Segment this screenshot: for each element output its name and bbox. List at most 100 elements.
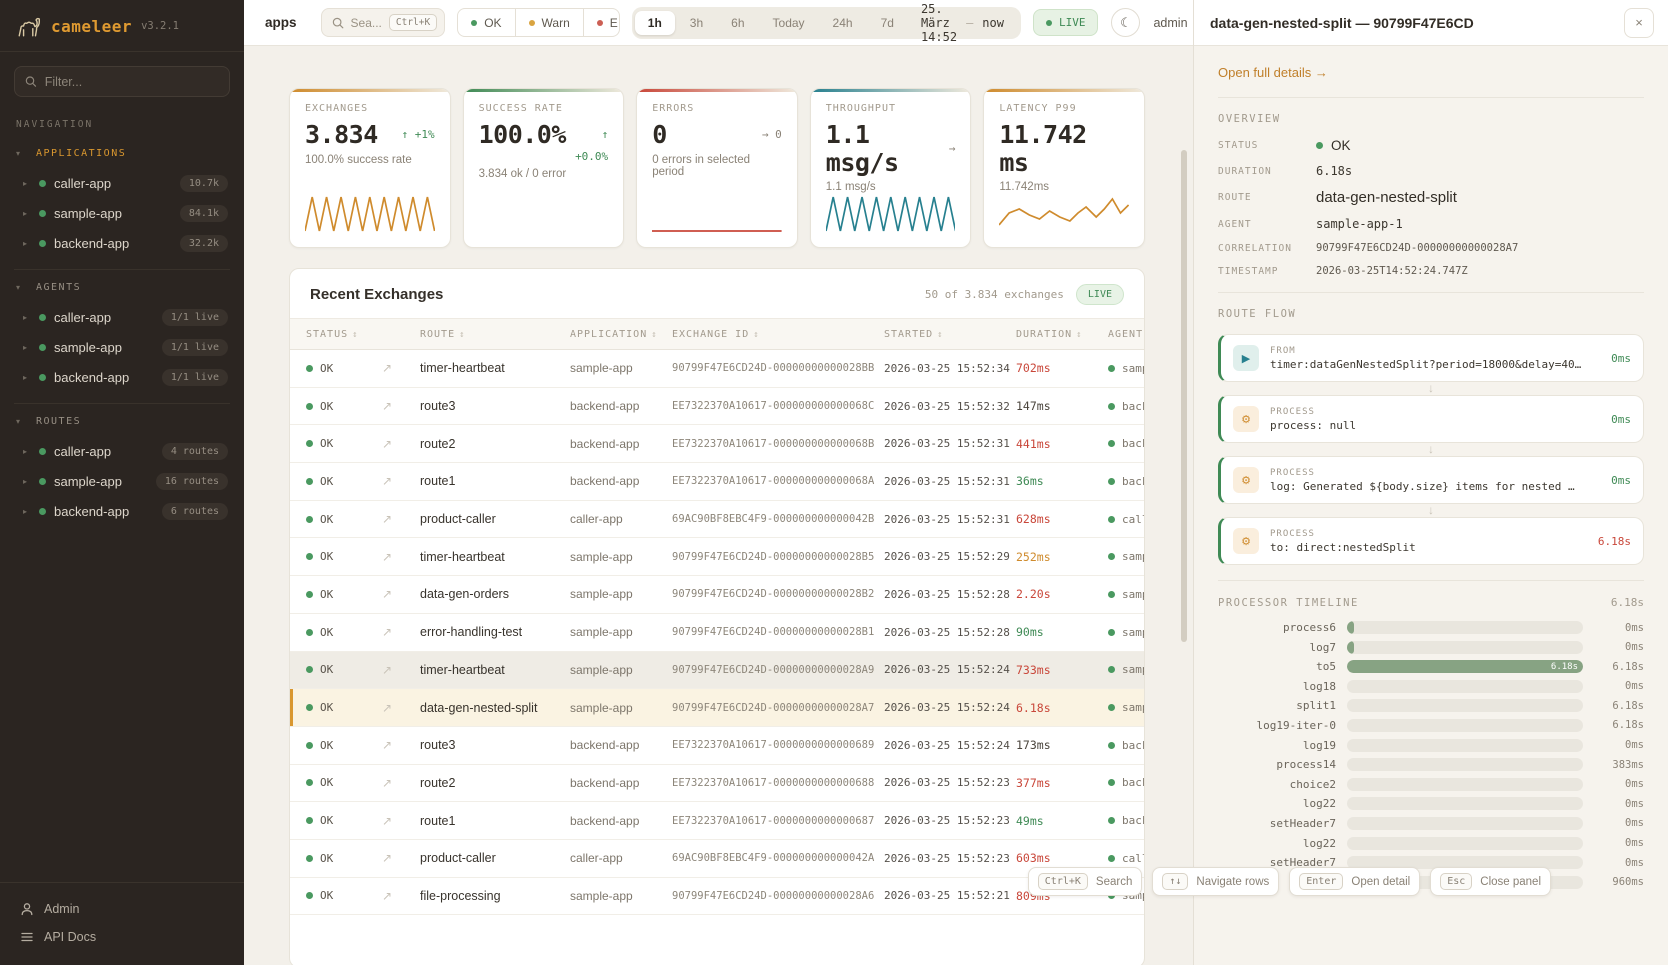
column-header-agent[interactable]: AGENT↕: [1108, 328, 1144, 340]
open-row-icon[interactable]: ↗: [382, 851, 393, 866]
flow-step[interactable]: ⚙ PROCESS to: direct:nestedSplit 6.18s: [1218, 517, 1644, 565]
kpi-subtext: 100.0% success rate: [305, 153, 412, 166]
status-filter-warn[interactable]: Warn: [515, 8, 584, 37]
sidebar-item-api-docs[interactable]: API Docs: [20, 923, 224, 951]
open-row-icon[interactable]: ↗: [382, 587, 393, 602]
sidebar-item-sample-app[interactable]: ▸ sample-app 16 routes: [14, 467, 230, 496]
column-header-status[interactable]: STATUS ↕: [306, 328, 359, 340]
keyboard-shortcuts-bar: Ctrl+K Search ↑↓ Navigate rows Enter Open det…: [1027, 867, 1551, 896]
open-row-icon[interactable]: ↗: [382, 775, 393, 790]
sidebar-item-admin[interactable]: Admin: [20, 895, 224, 923]
sidebar-item-sample-app[interactable]: ▸ sample-app 1/1 live: [14, 333, 230, 362]
open-row-icon[interactable]: ↗: [382, 625, 393, 640]
table-row[interactable]: OK ↗ route3 backend-app EE7322370A10617-0000…: [290, 727, 1144, 765]
application-cell: sample-app: [570, 549, 633, 564]
ok-dot: [306, 364, 313, 372]
table-row[interactable]: OK ↗ timer-heartbeat sample-app 90799F47E6CD…: [290, 538, 1144, 577]
range-button-1h[interactable]: 1h: [634, 10, 675, 35]
status-cell: OK: [306, 588, 382, 601]
timeline-track: [1347, 777, 1583, 791]
table-row[interactable]: OK ↗ file-processing sample-app 90799F47E6CD…: [290, 878, 1144, 916]
status-filter-e[interactable]: E: [583, 8, 620, 37]
flow-step[interactable]: ▶ FROM timer:dataGenNestedSplit?period=180…: [1218, 334, 1644, 382]
table-row[interactable]: OK ↗ product-caller caller-app 69AC90BF8EBC4…: [290, 840, 1144, 878]
status-cell: OK: [306, 362, 382, 375]
timeline-row-log19-iter-0: log19-iter-0 6.18s: [1218, 718, 1644, 732]
live-indicator[interactable]: LIVE: [1032, 9, 1099, 36]
status-dot: [39, 374, 46, 381]
item-label: caller-app: [54, 444, 112, 459]
column-header-started[interactable]: STARTED ↕: [884, 328, 944, 340]
route-cell: route3: [420, 738, 456, 753]
open-row-icon[interactable]: ↗: [382, 474, 393, 489]
flow-step[interactable]: ⚙ PROCESS log: Generated ${body.size} item…: [1218, 456, 1644, 504]
open-row-icon[interactable]: ↗: [382, 888, 393, 903]
sidebar-item-caller-app[interactable]: ▸ caller-app 4 routes: [14, 437, 230, 466]
open-row-icon[interactable]: ↗: [382, 813, 393, 828]
open-row-icon[interactable]: ↗: [382, 549, 393, 564]
processor-duration: 0ms: [1625, 641, 1644, 654]
open-full-details-link[interactable]: Open full details →: [1218, 65, 1328, 80]
table-row[interactable]: OK ↗ route2 backend-app EE7322370A10617-0000…: [290, 425, 1144, 464]
filter-dot: [528, 19, 535, 26]
table-row[interactable]: OK ↗ product-caller caller-app 69AC90BF8EBC4…: [290, 501, 1144, 539]
kpi-label: EXCHANGES: [305, 103, 369, 114]
open-row-icon[interactable]: ↗: [382, 436, 393, 451]
table-row[interactable]: OK ↗ route2 backend-app EE7322370A10617-0000…: [290, 765, 1144, 803]
table-row[interactable]: OK ↗ timer-heartbeat sample-app 90799F47E6CD…: [290, 651, 1144, 690]
overview-value: OK: [1316, 138, 1351, 153]
vertical-scrollbar[interactable]: [1181, 150, 1187, 642]
global-search[interactable]: Sea... Ctrl+K: [320, 8, 446, 37]
sidebar-item-caller-app[interactable]: ▸ caller-app 10.7k: [14, 169, 230, 198]
timeline-track: [1347, 836, 1583, 850]
table-row[interactable]: OK ↗ data-gen-nested-split sample-app 90799F…: [290, 689, 1144, 727]
open-row-icon[interactable]: ↗: [382, 361, 393, 376]
table-row[interactable]: OK ↗ route1 backend-app EE7322370A10617-0000…: [290, 802, 1144, 840]
duration-cell: 377ms: [1016, 775, 1051, 790]
sidebar-item-sample-app[interactable]: ▸ sample-app 84.1k: [14, 199, 230, 228]
range-button-7d[interactable]: 7d: [868, 11, 907, 35]
table-row[interactable]: OK ↗ timer-heartbeat sample-app 90799F47E6CD…: [290, 350, 1144, 388]
table-row[interactable]: OK ↗ error-handling-test sample-app 90799F47…: [290, 614, 1144, 652]
filter-input[interactable]: [44, 74, 219, 89]
range-button-today[interactable]: Today: [760, 11, 818, 35]
table-row[interactable]: OK ↗ data-gen-orders sample-app 90799F47E6CD…: [290, 576, 1144, 614]
search-icon: [25, 76, 37, 87]
date-range[interactable]: 25. März 14:52 — now: [921, 2, 1004, 44]
table-row[interactable]: OK ↗ route1 backend-app EE7322370A10617-0000…: [290, 463, 1144, 501]
section-header-applications[interactable]: ▾ APPLICATIONS: [14, 146, 230, 169]
column-header-duration[interactable]: DURATION ↕: [1016, 328, 1083, 340]
agent-dot: [1108, 628, 1115, 636]
sidebar-item-backend-app[interactable]: ▸ backend-app 32.2k: [14, 229, 230, 258]
close-panel-button[interactable]: ×: [1624, 7, 1654, 38]
kpi-value: 100.0%: [478, 120, 567, 149]
exchange-id-cell: 90799F47E6CD24D-00000000000028B5: [672, 550, 875, 563]
column-header-exchange-id[interactable]: EXCHANGE ID ↕: [672, 328, 760, 340]
overview-value: 2026-03-25T14:52:24.747Z: [1316, 265, 1468, 277]
agent-cell: sample-app-1: [1108, 626, 1144, 639]
sidebar-item-backend-app[interactable]: ▸ backend-app 6 routes: [14, 497, 230, 526]
column-header-route[interactable]: ROUTE ↕: [420, 328, 466, 340]
open-row-icon[interactable]: ↗: [382, 399, 393, 414]
range-button-3h[interactable]: 3h: [677, 11, 716, 35]
range-button-6h[interactable]: 6h: [718, 11, 757, 35]
flow-step[interactable]: ⚙ PROCESS process: null 0ms: [1218, 395, 1644, 443]
range-button-24h[interactable]: 24h: [820, 11, 866, 35]
overview-label: TIMESTAMP: [1218, 265, 1279, 277]
timeline-track: 6.18s: [1347, 660, 1583, 674]
open-row-icon[interactable]: ↗: [382, 738, 393, 753]
status-filter-ok[interactable]: OK: [457, 8, 516, 37]
sidebar-item-caller-app[interactable]: ▸ caller-app 1/1 live: [14, 303, 230, 332]
sidebar-filter[interactable]: [14, 66, 230, 97]
column-header-application[interactable]: APPLICATION ↕: [570, 328, 658, 340]
section-header-routes[interactable]: ▾ ROUTES: [14, 414, 230, 437]
theme-toggle-button[interactable]: ☾: [1111, 8, 1141, 37]
sidebar-item-backend-app[interactable]: ▸ backend-app 1/1 live: [14, 363, 230, 392]
open-row-icon[interactable]: ↗: [382, 662, 393, 677]
open-row-icon[interactable]: ↗: [382, 700, 393, 715]
table-row[interactable]: OK ↗ route3 backend-app EE7322370A10617-0000…: [290, 388, 1144, 426]
agent-cell: caller-app-1: [1108, 852, 1144, 865]
agent-cell: backend-app-1: [1108, 437, 1144, 450]
open-row-icon[interactable]: ↗: [382, 512, 393, 527]
section-header-agents[interactable]: ▾ AGENTS: [14, 280, 230, 303]
